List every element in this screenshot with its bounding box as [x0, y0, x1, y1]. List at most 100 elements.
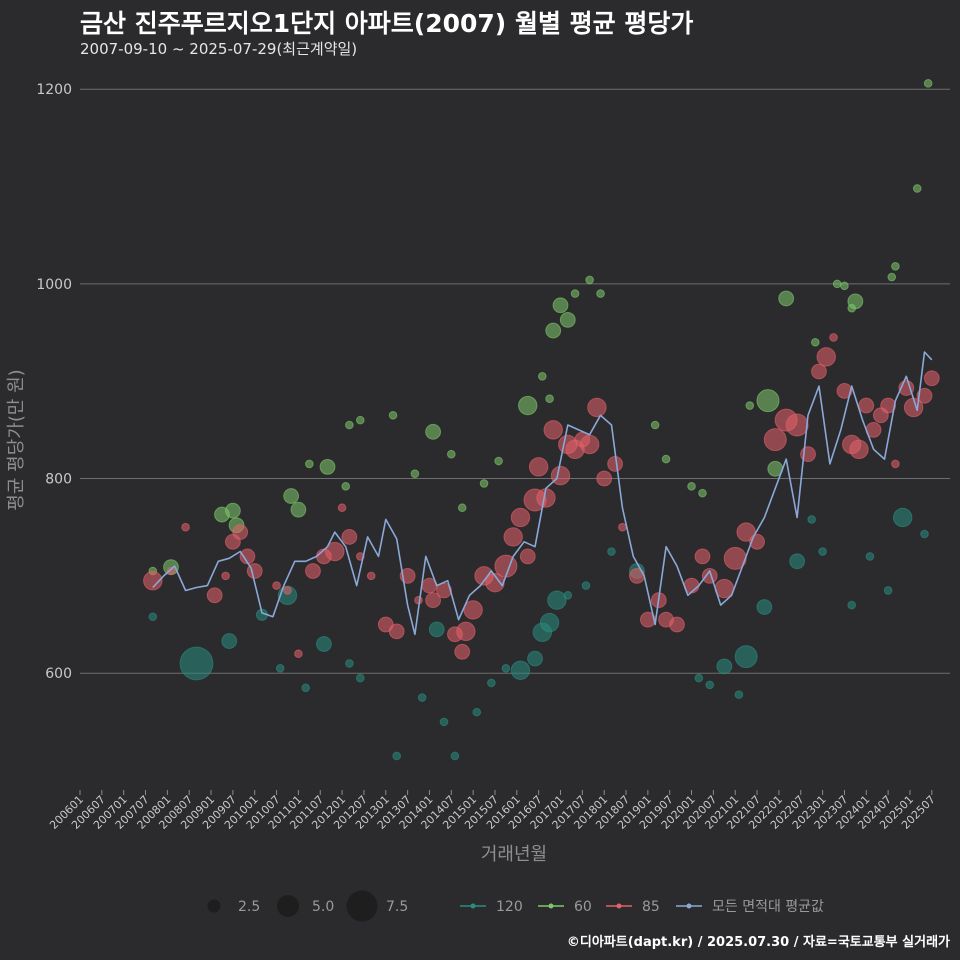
point-120 [301, 683, 310, 693]
point-60 [552, 297, 569, 314]
point-60 [518, 395, 538, 416]
y-tick-label: 800 [45, 472, 72, 488]
point-120 [439, 717, 449, 727]
point-85 [916, 387, 933, 404]
point-120 [179, 646, 214, 681]
point-85 [463, 600, 483, 620]
point-120 [563, 591, 573, 600]
y-tick-label: 600 [45, 666, 72, 682]
legend-label: 60 [574, 899, 592, 915]
point-120 [734, 690, 744, 699]
point-60 [650, 420, 660, 430]
chart-subtitle: 2007-09-10 ~ 2025-07-29(최근계약일) [80, 40, 358, 58]
point-85 [694, 548, 711, 565]
point-85 [454, 643, 471, 660]
point-85 [543, 420, 563, 440]
point-85 [519, 548, 536, 565]
legend-key-dot [616, 903, 622, 909]
point-60 [545, 322, 562, 339]
point-120 [417, 693, 427, 702]
point-85 [325, 541, 345, 562]
point-120 [734, 645, 758, 669]
point-85 [785, 413, 809, 437]
point-60 [912, 184, 922, 193]
point-60 [538, 372, 547, 381]
point-85 [206, 587, 223, 604]
point-60 [559, 311, 576, 328]
point-60 [388, 410, 398, 420]
point-120 [756, 599, 773, 615]
point-85 [181, 522, 190, 532]
point-85 [618, 522, 627, 532]
point-60 [847, 293, 864, 310]
chart-title: 금산 진주푸르지오1단지 아파트(2007) 월별 평균 평당가 [80, 9, 694, 38]
point-85 [701, 567, 718, 584]
point-85 [366, 571, 376, 581]
point-120 [392, 751, 401, 761]
legend-size-marker [277, 895, 299, 917]
point-60 [425, 423, 441, 440]
point-85 [763, 428, 787, 452]
point-60 [446, 449, 456, 459]
legend: 2.5 5.0 7.5 120 60 85 모든 면적대 평균값 [207, 890, 824, 922]
average-line-path [152, 351, 933, 636]
point-120 [892, 507, 913, 528]
x-axis-title: 거래년월 [481, 844, 547, 865]
y-tick-label: 1000 [36, 277, 72, 293]
point-120 [472, 707, 482, 717]
point-85 [849, 439, 869, 460]
point-85 [596, 470, 613, 487]
point-60 [319, 458, 336, 475]
point-60 [661, 454, 671, 464]
point-85 [528, 457, 549, 477]
point-120 [148, 612, 158, 622]
point-120 [428, 621, 445, 638]
point-85 [891, 459, 900, 469]
point-60 [923, 79, 933, 88]
point-60 [687, 482, 696, 491]
point-85 [294, 649, 303, 659]
point-60 [545, 394, 554, 404]
point-85 [456, 621, 476, 642]
point-85 [923, 370, 940, 387]
point-120 [547, 590, 567, 610]
y-axis-title: 평균 평당가(만 원) [6, 369, 27, 510]
point-85 [836, 383, 853, 399]
point-60 [224, 502, 241, 519]
point-60 [479, 479, 489, 488]
point-60 [305, 459, 314, 469]
legend-size-label: 2.5 [238, 899, 260, 915]
point-85 [669, 616, 685, 633]
point-120 [883, 586, 893, 595]
average-line [152, 351, 933, 636]
legend-label: 85 [642, 899, 660, 915]
point-60 [410, 469, 420, 478]
point-60 [596, 289, 605, 298]
point-60 [355, 415, 365, 425]
point-120 [315, 636, 332, 652]
legend-size-label: 5.0 [312, 899, 334, 915]
point-60 [494, 456, 503, 466]
point-85 [221, 571, 230, 581]
point-85 [880, 397, 897, 414]
point-60 [778, 290, 795, 307]
point-85 [503, 527, 523, 547]
point-85 [811, 363, 827, 380]
point-120 [705, 680, 715, 690]
point-120 [818, 547, 827, 556]
legend-size-marker [346, 890, 378, 922]
point-120 [355, 673, 365, 683]
legend-label: 모든 면적대 평균값 [712, 899, 824, 915]
point-85 [858, 397, 875, 414]
y-tick-label: 1200 [36, 82, 72, 98]
point-60 [840, 281, 849, 291]
point-60 [891, 262, 900, 271]
point-60 [756, 389, 780, 413]
point-120 [581, 581, 591, 590]
source-caption: ©디아파트(dapt.kr) / 2025.07.30 / 자료=국토교통부 실… [566, 935, 950, 950]
point-85 [283, 586, 292, 595]
point-85 [587, 397, 607, 418]
point-120 [345, 659, 354, 668]
point-85 [305, 563, 321, 579]
